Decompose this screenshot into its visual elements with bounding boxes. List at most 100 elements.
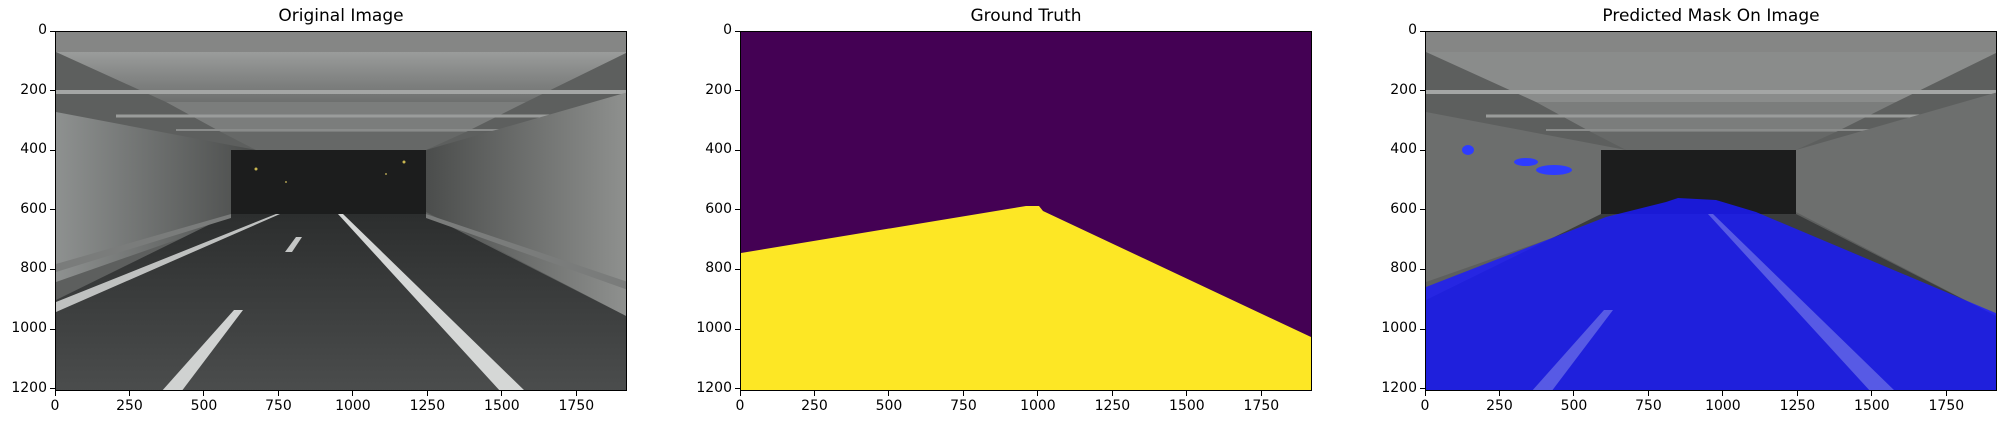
x-tick-label: 1500: [1854, 398, 1890, 414]
x-tick-mark: [1945, 391, 1947, 396]
x-tick-mark: [1424, 391, 1426, 396]
y-tick-label: 200: [1390, 81, 1417, 98]
x-tick-mark: [277, 391, 279, 396]
x-tick-mark: [1037, 391, 1039, 396]
x-tick-mark: [1573, 391, 1575, 396]
x-tick-label: 0: [1420, 398, 1430, 414]
x-tick-label: 0: [50, 398, 60, 414]
y-tick-label: 800: [20, 260, 47, 277]
y-tick-mark: [50, 328, 55, 330]
y-tick-label: 0: [723, 22, 732, 38]
y-tick-mark: [1420, 30, 1425, 32]
y-tick-label: 400: [705, 141, 732, 158]
y-tick-label: 0: [1408, 22, 1417, 38]
x-tick-label: 500: [190, 398, 218, 414]
y-tick-label: 1000: [1381, 320, 1417, 336]
x-tick-mark: [128, 391, 130, 396]
y-tick-label: 600: [20, 200, 47, 217]
x-tick-label: 250: [116, 398, 143, 414]
x-tick-mark: [1186, 391, 1188, 396]
tunnel-photo: [56, 32, 626, 390]
x-tick-label: 1750: [1928, 398, 1965, 414]
y-tick-mark: [50, 209, 55, 211]
y-tick-label: 600: [1390, 200, 1417, 217]
x-tick-label: 1000: [335, 398, 371, 414]
y-tick-mark: [50, 30, 55, 32]
y-tick-mark: [1420, 149, 1425, 151]
y-tick-mark: [735, 30, 740, 32]
x-tick-mark: [739, 391, 741, 396]
x-tick-mark: [1260, 391, 1262, 396]
panel-title: Ground Truth: [970, 6, 1082, 26]
x-tick-mark: [54, 391, 56, 396]
x-tick-label: 1000: [1020, 398, 1056, 414]
x-tick-mark: [962, 391, 964, 396]
x-tick-mark: [203, 391, 205, 396]
panel-title: Predicted Mask On Image: [1602, 6, 1820, 26]
y-tick-mark: [1420, 209, 1425, 211]
x-tick-label: 750: [265, 398, 292, 414]
x-tick-label: 250: [1486, 398, 1513, 414]
x-tick-mark: [1796, 391, 1798, 396]
x-tick-mark: [888, 391, 890, 396]
x-tick-label: 1000: [1705, 398, 1741, 414]
y-tick-mark: [1420, 90, 1425, 92]
x-tick-label: 1250: [1779, 398, 1816, 414]
x-tick-label: 500: [1560, 398, 1588, 414]
overlay-photo: [1426, 32, 1996, 390]
x-tick-mark: [1647, 391, 1649, 396]
y-tick-label: 800: [1390, 260, 1417, 277]
y-tick-mark: [50, 268, 55, 270]
panel-original-image: Original Image: [0, 0, 640, 422]
x-tick-label: 1750: [1243, 398, 1280, 414]
y-tick-mark: [735, 388, 740, 390]
x-tick-mark: [1498, 391, 1500, 396]
y-tick-mark: [735, 209, 740, 211]
x-tick-mark: [1871, 391, 1873, 396]
x-tick-label: 1500: [484, 398, 520, 414]
y-tick-label: 400: [20, 141, 47, 158]
x-tick-label: 1500: [1169, 398, 1205, 414]
y-tick-mark: [1420, 388, 1425, 390]
y-tick-mark: [735, 328, 740, 330]
x-tick-label: 750: [950, 398, 977, 414]
x-tick-mark: [352, 391, 354, 396]
original-image: [55, 31, 627, 391]
y-tick-label: 1200: [1381, 379, 1417, 396]
x-tick-label: 500: [875, 398, 903, 414]
y-tick-mark: [1420, 268, 1425, 270]
x-tick-mark: [1722, 391, 1724, 396]
y-tick-mark: [50, 90, 55, 92]
y-tick-mark: [735, 268, 740, 270]
x-tick-mark: [813, 391, 815, 396]
y-tick-label: 1000: [11, 320, 47, 336]
x-tick-label: 1250: [409, 398, 446, 414]
y-tick-label: 200: [705, 81, 732, 98]
y-tick-mark: [50, 388, 55, 390]
panel-predicted-mask: Predicted Mask On Image: [1372, 0, 2002, 422]
x-tick-mark: [1111, 391, 1113, 396]
y-tick-mark: [735, 90, 740, 92]
panel-title: Original Image: [278, 6, 404, 26]
y-tick-mark: [50, 149, 55, 151]
x-tick-mark: [426, 391, 428, 396]
panel-ground-truth: Ground Truth: [687, 0, 1327, 422]
y-tick-mark: [1420, 328, 1425, 330]
x-tick-label: 1250: [1094, 398, 1131, 414]
y-tick-label: 600: [705, 200, 732, 217]
x-tick-label: 0: [735, 398, 745, 414]
y-tick-label: 200: [20, 81, 47, 98]
y-tick-label: 0: [38, 22, 47, 38]
x-tick-mark: [501, 391, 503, 396]
x-tick-label: 250: [801, 398, 828, 414]
y-tick-label: 1000: [696, 320, 732, 336]
x-tick-label: 1750: [558, 398, 595, 414]
x-tick-label: 750: [1635, 398, 1662, 414]
x-tick-mark: [575, 391, 577, 396]
y-tick-label: 800: [705, 260, 732, 277]
y-tick-label: 1200: [696, 379, 732, 396]
y-tick-label: 1200: [11, 379, 47, 396]
y-tick-label: 400: [1390, 141, 1417, 158]
predicted-mask-overlay: [1425, 31, 1997, 391]
y-tick-mark: [735, 149, 740, 151]
